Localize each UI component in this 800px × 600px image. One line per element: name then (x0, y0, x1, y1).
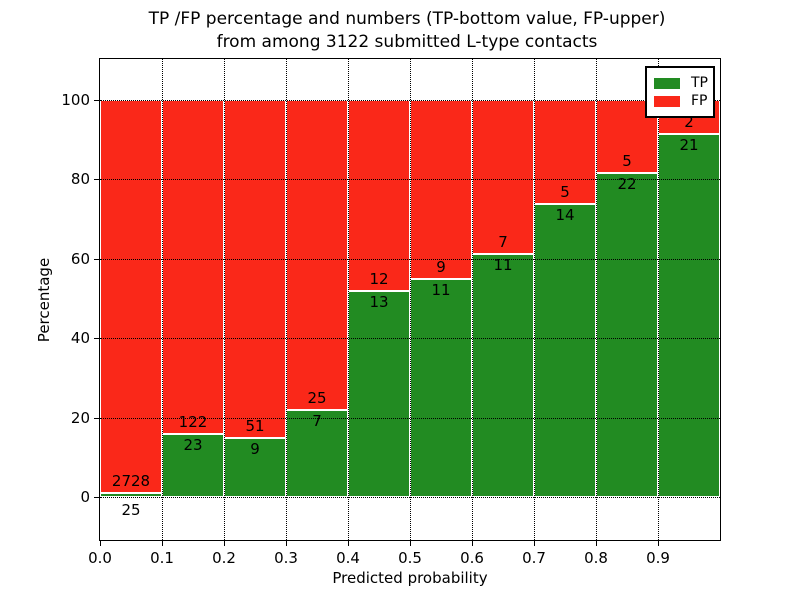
bar-tp-0.8-0.9 (596, 173, 658, 498)
v-gridline-0.6 (472, 59, 473, 540)
y-tick-mark-0 (94, 497, 99, 499)
tp-count-label: 23 (183, 436, 203, 455)
tp-count-label: 21 (679, 136, 699, 155)
fp-color-swatch (654, 95, 680, 107)
x-axis-label: Predicted probability (332, 569, 488, 587)
x-tick-mark-0.6 (472, 541, 473, 546)
legend-label-tp: TP (691, 75, 708, 91)
bar-fp-0.5-0.6 (410, 99, 472, 279)
fp-count-label: 25 (307, 389, 327, 408)
y-axis-label: Percentage (35, 257, 53, 343)
x-tick-mark-0.0 (100, 541, 101, 546)
bar-tp-0.4-0.5 (348, 290, 410, 498)
legend-item-tp: TP (654, 75, 708, 91)
tp-count-label: 14 (555, 206, 575, 225)
v-gridline-0.3 (286, 59, 287, 540)
y-tick-label-40: 40 (70, 329, 90, 348)
tp-count-label: 11 (431, 280, 451, 299)
tp-count-label: 22 (617, 175, 637, 194)
y-tick-mark-60 (94, 258, 99, 260)
x-tick-label-0.5: 0.5 (398, 549, 422, 567)
y-tick-mark-100 (94, 99, 99, 101)
bar-tp-0.0-0.1 (100, 493, 162, 498)
fp-count-label: 2 (684, 113, 694, 132)
bar-fp-0.6-0.7 (472, 99, 534, 255)
tp-color-swatch (654, 77, 680, 89)
x-tick-mark-0.1 (162, 541, 163, 546)
fp-count-label: 5 (622, 152, 632, 171)
chart-title-line1: TP /FP percentage and numbers (TP-bottom… (148, 9, 666, 29)
y-tick-mark-40 (94, 338, 99, 340)
x-tick-mark-0.8 (596, 541, 597, 546)
v-gridline-0.2 (224, 59, 225, 540)
x-tick-mark-0.7 (534, 541, 535, 546)
bar-fp-0.0-0.1 (100, 99, 162, 494)
fp-count-label: 9 (436, 257, 446, 276)
x-tick-mark-0.4 (348, 541, 349, 546)
y-tick-label-80: 80 (70, 170, 90, 189)
legend-label-fp: FP (691, 93, 708, 109)
bar-fp-0.4-0.5 (348, 99, 410, 291)
y-tick-mark-80 (94, 179, 99, 181)
legend-item-fp: FP (654, 93, 708, 109)
fp-count-label: 12 (369, 269, 389, 288)
tp-count-label: 9 (250, 439, 260, 458)
x-tick-label-0.1: 0.1 (150, 549, 174, 567)
x-tick-label-0.3: 0.3 (274, 549, 298, 567)
x-tick-label-0.6: 0.6 (460, 549, 484, 567)
tp-count-label: 11 (493, 256, 513, 275)
x-tick-label-0.9: 0.9 (646, 549, 670, 567)
y-tick-label-60: 60 (70, 249, 90, 268)
x-tick-label-0.7: 0.7 (522, 549, 546, 567)
v-gridline-0.4 (348, 59, 349, 540)
x-tick-mark-0.5 (410, 541, 411, 546)
y-tick-label-0: 0 (80, 488, 90, 507)
tp-count-label: 25 (121, 501, 141, 520)
tp-count-label: 7 (312, 412, 322, 431)
y-tick-label-20: 20 (70, 408, 90, 427)
x-tick-label-0.0: 0.0 (88, 549, 112, 567)
x-tick-label-0.2: 0.2 (212, 549, 236, 567)
x-tick-label-0.4: 0.4 (336, 549, 360, 567)
y-tick-label-100: 100 (61, 90, 90, 109)
y-tick-mark-20 (94, 417, 99, 419)
x-tick-mark-0.3 (286, 541, 287, 546)
bar-tp-0.6-0.7 (472, 254, 534, 498)
bar-fp-0.7-0.8 (534, 99, 596, 205)
v-gridline-0.8 (596, 59, 597, 540)
legend: TP FP (645, 66, 715, 118)
bar-fp-0.1-0.2 (162, 99, 224, 435)
bar-fp-0.2-0.3 (224, 99, 286, 438)
bar-tp-0.2-0.3 (224, 437, 286, 498)
fp-count-label: 5 (560, 183, 570, 202)
fp-count-label: 2728 (111, 472, 151, 491)
fp-count-label: 51 (245, 416, 265, 435)
x-tick-mark-0.2 (224, 541, 225, 546)
fp-count-label: 7 (498, 233, 508, 252)
plot-area: 2728 25 122 23 51 9 25 7 12 13 9 11 7 11 5 14 5 22 2 21 (100, 59, 720, 540)
bar-tp-0.3-0.4 (286, 410, 348, 498)
tp-count-label: 13 (369, 292, 389, 311)
x-tick-label-0.8: 0.8 (584, 549, 608, 567)
v-gridline-0.9 (658, 59, 659, 540)
bar-fp-0.3-0.4 (286, 99, 348, 411)
v-gridline-0.1 (162, 59, 163, 540)
bar-tp-0.5-0.6 (410, 278, 472, 498)
v-gridline-0.7 (534, 59, 535, 540)
chart-title-line2: from among 3122 submitted L-type contact… (216, 32, 598, 52)
bar-tp-0.9-1.0 (658, 134, 720, 498)
chart-title: TP /FP percentage and numbers (TP-bottom… (107, 8, 707, 54)
x-tick-mark-0.9 (658, 541, 659, 546)
bar-tp-0.7-0.8 (534, 204, 596, 498)
fp-count-label: 122 (178, 413, 208, 432)
v-gridline-0.5 (410, 59, 411, 540)
